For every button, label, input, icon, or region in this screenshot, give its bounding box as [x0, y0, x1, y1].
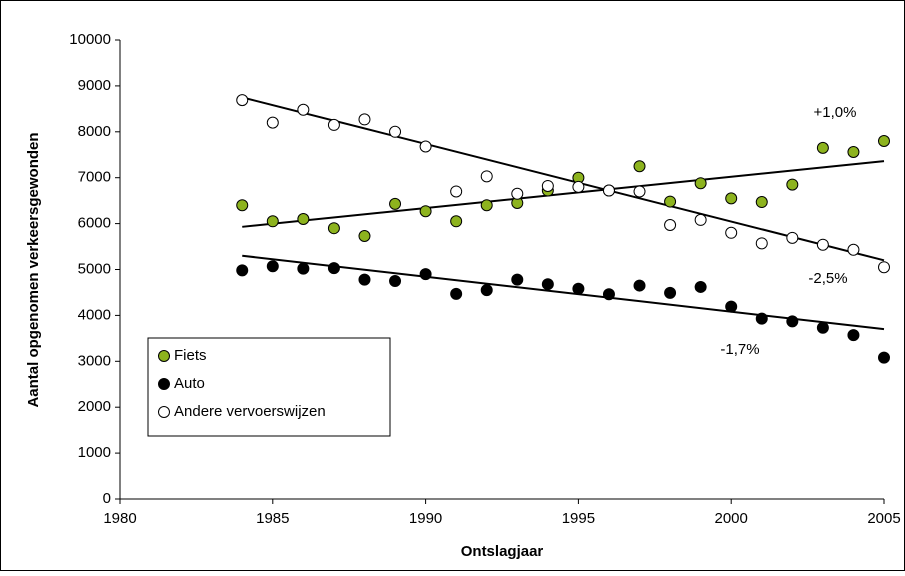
- legend-marker: [158, 378, 170, 390]
- y-tick-label: 3000: [78, 352, 111, 369]
- point: [786, 178, 799, 191]
- point: [450, 185, 463, 198]
- y-tick-label: 0: [103, 490, 111, 507]
- point: [664, 195, 677, 208]
- point: [419, 205, 432, 218]
- point: [725, 226, 738, 239]
- point: [297, 213, 310, 226]
- point: [480, 284, 493, 297]
- point: [266, 116, 279, 129]
- point: [878, 351, 890, 364]
- point: [266, 215, 279, 228]
- trend-label: -2,5%: [808, 270, 847, 287]
- point: [664, 218, 677, 231]
- y-tick-label: 5000: [78, 260, 111, 277]
- y-tick-label: 7000: [78, 169, 111, 186]
- trend-line: [242, 254, 885, 331]
- trend-line: [242, 160, 885, 228]
- point: [389, 274, 402, 287]
- point: [847, 329, 860, 342]
- legend-marker: [158, 406, 170, 418]
- x-tick-label: 2005: [867, 510, 900, 527]
- y-tick-label: 6000: [78, 215, 111, 232]
- point: [358, 273, 371, 286]
- point: [389, 125, 402, 138]
- y-tick-label: 9000: [78, 77, 111, 94]
- y-tick-label: 10000: [69, 31, 111, 48]
- legend-label: Fiets: [174, 347, 207, 364]
- legend-marker: [158, 350, 170, 362]
- trend-label: -1,7%: [720, 341, 759, 358]
- point: [816, 238, 829, 251]
- point: [816, 141, 829, 154]
- point: [755, 237, 768, 250]
- point: [358, 113, 371, 126]
- y-axis-title: Aantal opgenomen verkeersgewonden: [25, 132, 42, 407]
- point: [786, 315, 799, 328]
- x-tick-label: 1995: [562, 510, 595, 527]
- point: [602, 288, 615, 301]
- point: [755, 312, 768, 325]
- trend-label: +1,0%: [814, 104, 857, 121]
- x-tick-label: 2000: [715, 510, 748, 527]
- point: [541, 179, 554, 192]
- point: [297, 262, 310, 275]
- point: [878, 134, 890, 147]
- point: [297, 103, 310, 116]
- point: [664, 286, 677, 299]
- y-tick-label: 8000: [78, 123, 111, 140]
- point: [633, 160, 646, 173]
- legend-label: Andere vervoerswijzen: [174, 403, 326, 420]
- point: [480, 170, 493, 183]
- point: [327, 222, 340, 235]
- point: [450, 215, 463, 228]
- point: [541, 278, 554, 291]
- point: [633, 185, 646, 198]
- point: [694, 280, 707, 293]
- y-tick-label: 2000: [78, 398, 111, 415]
- point: [236, 199, 249, 212]
- point: [419, 140, 432, 153]
- legend-box: [147, 337, 391, 437]
- point: [572, 180, 585, 193]
- point: [694, 177, 707, 190]
- point: [266, 260, 279, 273]
- point: [327, 118, 340, 131]
- point: [236, 264, 249, 277]
- point: [327, 262, 340, 275]
- point: [725, 192, 738, 205]
- point: [450, 287, 463, 300]
- y-tick-label: 1000: [78, 444, 111, 461]
- trend-line: [241, 96, 885, 262]
- point: [694, 213, 707, 226]
- x-axis-title: Ontslagjaar: [461, 543, 544, 560]
- point: [358, 229, 371, 242]
- point: [419, 268, 432, 281]
- point: [236, 94, 249, 107]
- point: [633, 279, 646, 292]
- point: [602, 184, 615, 197]
- legend-label: Auto: [174, 375, 205, 392]
- point: [847, 145, 860, 158]
- x-tick-label: 1990: [409, 510, 442, 527]
- point: [847, 243, 860, 256]
- point: [572, 282, 585, 295]
- point: [389, 197, 402, 210]
- point: [878, 261, 890, 274]
- point: [511, 187, 524, 200]
- y-tick-label: 4000: [78, 306, 111, 323]
- point: [816, 321, 829, 334]
- x-tick-label: 1985: [256, 510, 289, 527]
- point: [755, 196, 768, 209]
- point: [725, 300, 738, 313]
- point: [511, 273, 524, 286]
- point: [480, 199, 493, 212]
- point: [786, 231, 799, 244]
- x-tick-label: 1980: [103, 510, 136, 527]
